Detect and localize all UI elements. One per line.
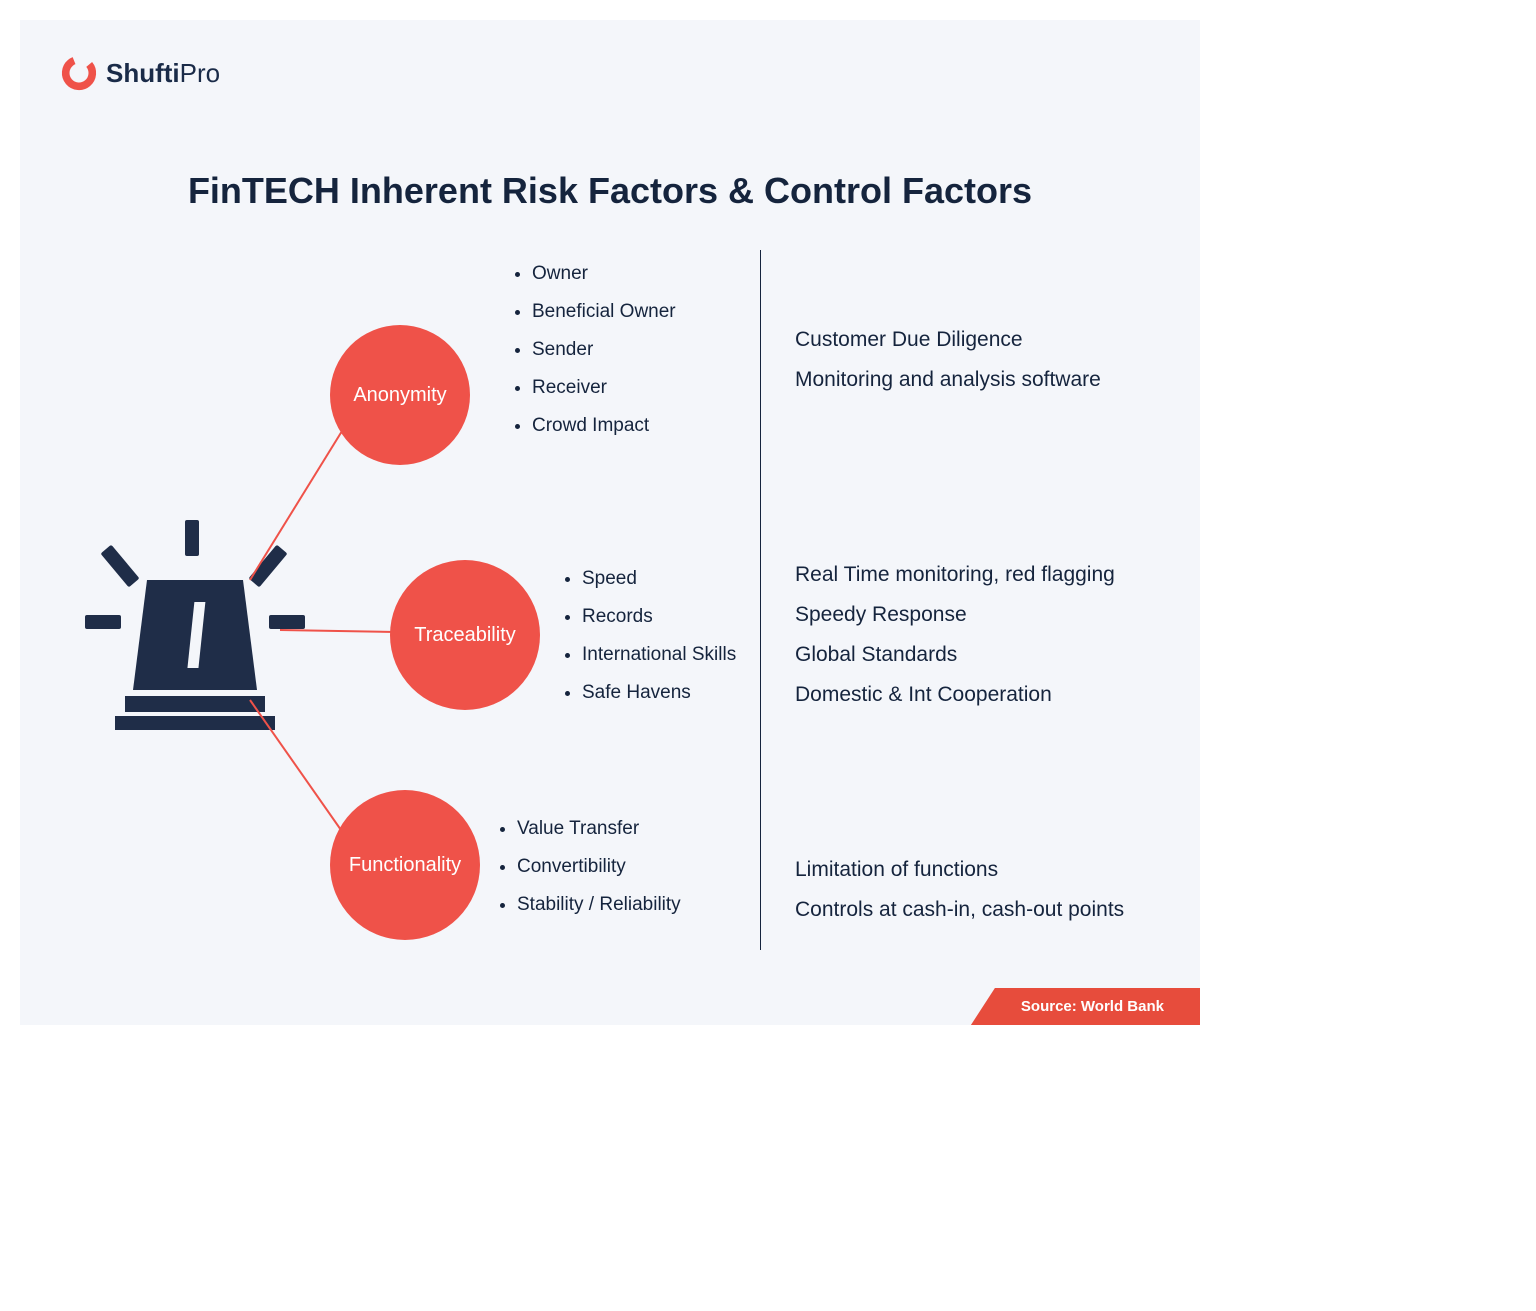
logo-ring-icon: [60, 54, 98, 92]
bullet-item: Convertibility: [517, 848, 681, 886]
control-item: Domestic & Int Cooperation: [795, 675, 1115, 715]
brand-name: ShuftiPro: [106, 58, 220, 89]
source-attribution: Source: World Bank: [971, 988, 1200, 1025]
bullet-item: Safe Havens: [582, 674, 736, 712]
brand-logo: ShuftiPro: [60, 54, 220, 92]
bullet-item: Value Transfer: [517, 810, 681, 848]
risk-node-traceability: Traceability: [390, 560, 540, 710]
bullet-item: Owner: [532, 255, 676, 293]
controls-traceability: Real Time monitoring, red flagging Speed…: [795, 555, 1115, 715]
control-item: Real Time monitoring, red flagging: [795, 555, 1115, 595]
infographic-canvas: ShuftiPro FinTECH Inherent Risk Factors …: [20, 20, 1200, 1025]
anonymity-bullets: Owner Beneficial Owner Sender Receiver C…: [510, 255, 676, 445]
bullet-item: Records: [582, 598, 736, 636]
bullet-item: Sender: [532, 331, 676, 369]
controls-anonymity: Customer Due Diligence Monitoring and an…: [795, 320, 1101, 400]
vertical-divider: [760, 250, 761, 950]
bullet-item: International Skills: [582, 636, 736, 674]
traceability-bullets: Speed Records International Skills Safe …: [560, 560, 736, 712]
control-item: Limitation of functions: [795, 850, 1124, 890]
control-item: Global Standards: [795, 635, 1115, 675]
risk-node-anonymity: Anonymity: [330, 325, 470, 465]
bullet-item: Crowd Impact: [532, 407, 676, 445]
node-label: Traceability: [414, 624, 516, 647]
control-item: Customer Due Diligence: [795, 320, 1101, 360]
node-label: Functionality: [349, 854, 461, 877]
bullet-item: Stability / Reliability: [517, 886, 681, 924]
bullet-item: Beneficial Owner: [532, 293, 676, 331]
node-label: Anonymity: [353, 384, 446, 407]
bullet-item: Speed: [582, 560, 736, 598]
risk-node-functionality: Functionality: [330, 790, 480, 940]
brand-name-bold: Shufti: [106, 58, 180, 88]
brand-name-light: Pro: [180, 58, 220, 88]
control-item: Monitoring and analysis software: [795, 360, 1101, 400]
siren-alert-icon: [85, 520, 305, 740]
control-item: Speedy Response: [795, 595, 1115, 635]
control-item: Controls at cash-in, cash-out points: [795, 890, 1124, 930]
main-title: FinTECH Inherent Risk Factors & Control …: [20, 170, 1200, 212]
bullet-item: Receiver: [532, 369, 676, 407]
functionality-bullets: Value Transfer Convertibility Stability …: [495, 810, 681, 924]
controls-functionality: Limitation of functions Controls at cash…: [795, 850, 1124, 930]
